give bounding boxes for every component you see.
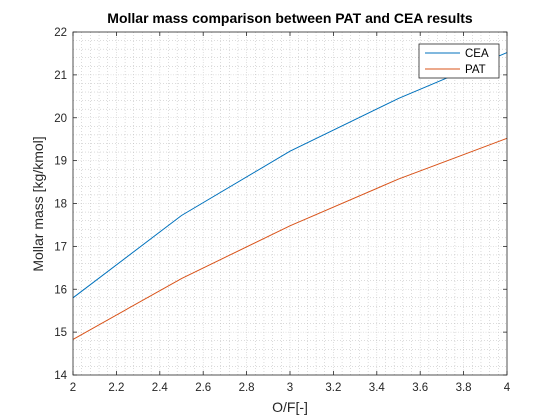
- series-line-pat: [72, 137, 508, 340]
- y-tick-label: 18: [54, 199, 67, 211]
- y-tick-label: 15: [54, 327, 67, 339]
- y-tick-label: 17: [54, 241, 67, 253]
- x-tick-label: 3.6: [412, 382, 428, 394]
- x-tick-label: 2.4: [152, 382, 169, 394]
- y-tick-label: 22: [54, 27, 67, 39]
- x-tick-label: 3: [287, 382, 293, 394]
- y-tick-label: 20: [54, 113, 67, 125]
- y-tick-labels: 14 15 16 17 18 19 20 21 22: [54, 27, 67, 382]
- series-layer: [72, 52, 508, 340]
- x-tick-label: 3.4: [369, 382, 386, 394]
- legend: CEA PAT: [418, 43, 500, 79]
- x-tick-label: 3.8: [456, 382, 472, 394]
- y-tick-label: 16: [54, 284, 67, 296]
- legend-box: [418, 43, 500, 79]
- x-axis-label: O/F[-]: [272, 399, 308, 415]
- x-tick-label: 4: [504, 382, 511, 394]
- x-tick-label: 2.8: [239, 382, 255, 394]
- y-tick-label: 21: [54, 70, 67, 82]
- major-grid: [73, 32, 507, 375]
- x-tick-label: 3.2: [325, 382, 341, 394]
- y-tick-label: 14: [54, 370, 67, 382]
- chart-title: Mollar mass comparison between PAT and C…: [107, 10, 473, 26]
- legend-label-cea: CEA: [465, 48, 489, 60]
- y-tick-label: 19: [54, 156, 67, 168]
- x-tick-labels: 2 2.2 2.4 2.6 2.8 3 3.2 3.4 3.6 3.8 4: [70, 382, 511, 394]
- series-line-cea: [72, 52, 508, 299]
- x-tick-label: 2.6: [195, 382, 211, 394]
- y-axis-label: Mollar mass [kg/kmol]: [30, 136, 46, 271]
- x-tick-label: 2: [70, 382, 76, 394]
- tick-marks: [72, 31, 508, 376]
- legend-label-pat: PAT: [465, 64, 486, 76]
- x-tick-label: 2.2: [108, 382, 124, 394]
